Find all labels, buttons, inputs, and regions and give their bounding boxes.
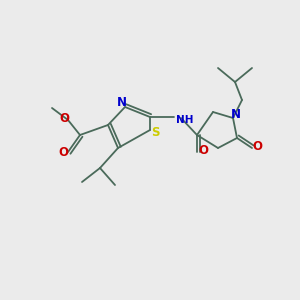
Text: N: N bbox=[117, 95, 127, 109]
Text: O: O bbox=[59, 112, 69, 124]
Text: N: N bbox=[231, 107, 241, 121]
Text: O: O bbox=[198, 143, 208, 157]
Text: S: S bbox=[151, 127, 159, 140]
Text: O: O bbox=[252, 140, 262, 152]
Text: O: O bbox=[58, 146, 68, 158]
Text: NH: NH bbox=[176, 115, 194, 125]
